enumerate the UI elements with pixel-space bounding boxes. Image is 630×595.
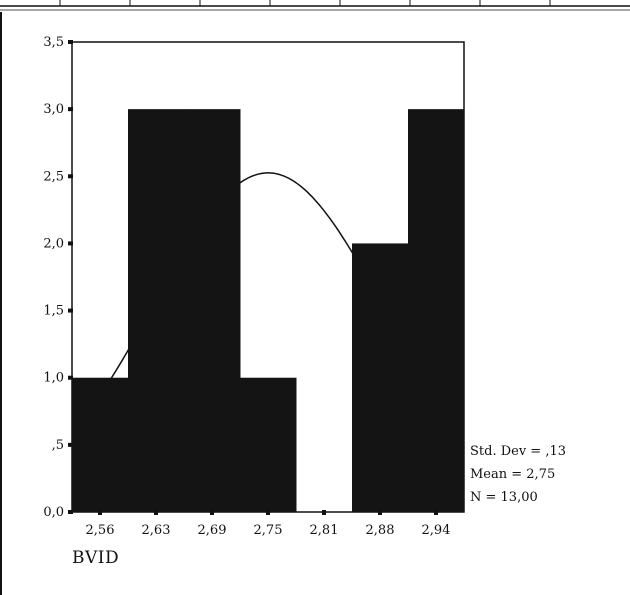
y-tick-label: 2,5	[43, 169, 64, 184]
std-dev-label: Std. Dev = ,13	[470, 444, 566, 459]
histogram-bar	[128, 109, 185, 513]
x-tick-label: 2,56	[86, 523, 115, 538]
x-axis-title: BVID	[72, 548, 120, 568]
y-tick-mark	[68, 107, 73, 112]
x-tick-label: 2,69	[198, 523, 227, 538]
histogram-bar	[72, 377, 129, 512]
y-tick-mark	[68, 442, 73, 447]
y-tick-mark	[68, 40, 73, 44]
x-tick-label: 2,75	[254, 523, 283, 538]
x-tick-mark	[210, 510, 214, 515]
y-tick-label: 1,5	[43, 304, 64, 319]
top-rule-lines	[0, 0, 630, 11]
n-label: N = 13,00	[470, 490, 538, 505]
y-tick-mark	[68, 510, 73, 514]
y-tick-mark	[68, 241, 73, 246]
x-tick-label: 2,63	[142, 523, 171, 538]
x-tick-mark	[154, 510, 158, 515]
y-tick-label: 1,0	[43, 371, 64, 386]
y-tick-label: ,5	[52, 438, 64, 453]
x-tick-label: 2,94	[422, 523, 451, 538]
y-tick-label: 2,0	[43, 236, 64, 251]
mean-label: Mean = 2,75	[470, 467, 555, 482]
x-tick-label: 2,81	[310, 523, 339, 538]
y-axis-ticks: 0,0 ,5 1,0 1,5 2,0 2,5 3,0 3,5	[43, 35, 73, 520]
x-axis-ticks: 2,56 2,63 2,69 2,75 2,81 2,88 2,94	[86, 510, 451, 538]
x-tick-mark	[266, 510, 270, 515]
x-tick-label: 2,88	[366, 523, 395, 538]
x-tick-mark	[322, 510, 326, 515]
y-tick-mark	[68, 375, 73, 380]
histogram-bar	[184, 109, 241, 513]
y-tick-mark	[68, 308, 73, 313]
histogram-bar	[240, 377, 297, 512]
page-frame-left	[0, 12, 2, 595]
y-tick-label: 3,0	[43, 102, 64, 117]
x-tick-mark	[98, 510, 102, 515]
histogram-bar	[408, 109, 465, 513]
histogram-bar	[352, 243, 409, 512]
y-tick-label: 3,5	[43, 35, 64, 50]
x-tick-mark	[378, 510, 382, 515]
y-tick-mark	[68, 174, 73, 179]
x-tick-mark	[434, 510, 438, 515]
bars-group	[72, 109, 465, 513]
y-tick-label: 0,0	[43, 505, 64, 520]
